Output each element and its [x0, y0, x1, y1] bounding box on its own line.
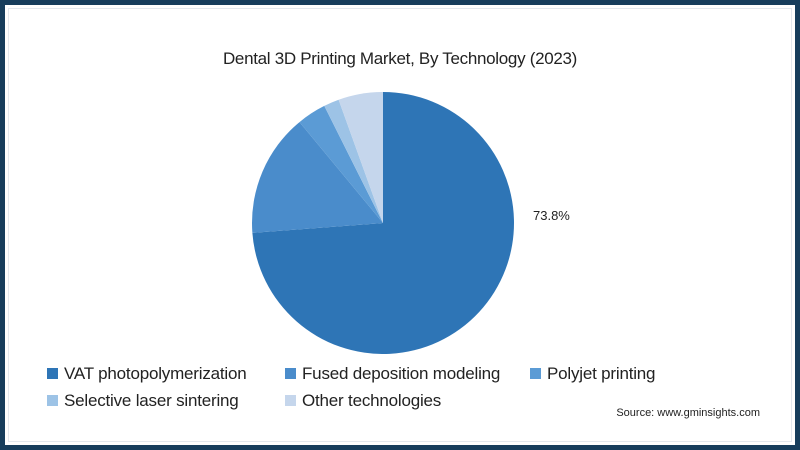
pie-slice-fused — [252, 122, 383, 233]
legend-item-other: Other technologies — [285, 391, 441, 411]
pie-slice-sls — [324, 99, 383, 223]
legend-swatch-fused — [285, 368, 296, 379]
pie-chart — [252, 92, 515, 355]
legend-row-2: Selective laser sintering Other technolo… — [47, 387, 655, 414]
legend: VAT photopolymerization Fused deposition… — [47, 360, 656, 414]
pie-slice-other — [338, 92, 383, 223]
legend-item-vat: VAT photopolymerization — [47, 364, 285, 384]
legend-item-sls: Selective laser sintering — [47, 391, 285, 411]
legend-row-1: VAT photopolymerization Fused deposition… — [47, 360, 656, 387]
pie-slice-polyjet — [299, 105, 383, 223]
legend-item-fused: Fused deposition modeling — [285, 364, 530, 384]
data-label-vat: 73.8% — [533, 208, 570, 223]
legend-swatch-vat — [47, 368, 58, 379]
legend-swatch-polyjet — [530, 368, 541, 379]
pie-slices — [252, 92, 515, 355]
chart-title: Dental 3D Printing Market, By Technology… — [222, 49, 578, 68]
source-note: Source: www.gminsights.com — [616, 407, 760, 419]
legend-item-polyjet: Polyjet printing — [530, 363, 656, 384]
legend-label: Other technologies — [302, 390, 442, 410]
pie-slice-vat — [252, 92, 515, 355]
legend-swatch-sls — [47, 395, 58, 406]
legend-label: Selective laser sintering — [64, 390, 239, 410]
legend-label: Polyjet printing — [547, 363, 656, 383]
legend-label: VAT photopolymerization — [64, 363, 247, 383]
legend-label: Fused deposition modeling — [302, 363, 501, 383]
legend-swatch-other — [285, 395, 296, 406]
